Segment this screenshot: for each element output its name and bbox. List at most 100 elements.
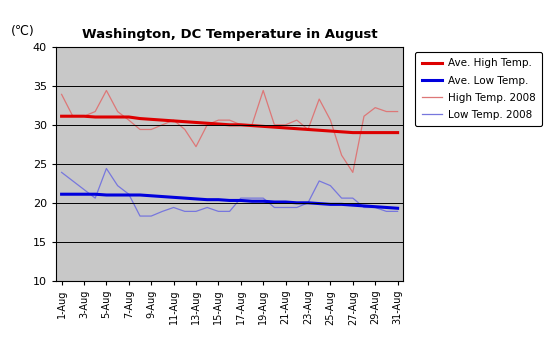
High Temp. 2008 [394, 109, 401, 114]
Ave. High Temp. [193, 120, 199, 125]
High Temp. 2008 [92, 109, 99, 114]
Low Temp. 2008 [372, 205, 379, 210]
Ave. High Temp. [316, 128, 323, 132]
Ave. Low Temp. [159, 194, 166, 199]
Ave. Low Temp. [338, 202, 345, 207]
Legend: Ave. High Temp., Ave. Low Temp., High Temp. 2008, Low Temp. 2008: Ave. High Temp., Ave. Low Temp., High Te… [416, 52, 542, 126]
Ave. Low Temp. [193, 197, 199, 201]
Ave. High Temp. [327, 129, 334, 133]
Ave. High Temp. [58, 114, 65, 118]
High Temp. 2008 [316, 97, 323, 101]
Line: High Temp. 2008: High Temp. 2008 [62, 90, 398, 172]
High Temp. 2008 [249, 123, 255, 127]
Ave. High Temp. [361, 130, 367, 135]
High Temp. 2008 [327, 118, 334, 122]
Low Temp. 2008 [215, 209, 222, 213]
Ave. High Temp. [170, 119, 177, 123]
Low Temp. 2008 [282, 205, 289, 210]
High Temp. 2008 [69, 114, 76, 118]
Ave. Low Temp. [271, 200, 278, 204]
High Temp. 2008 [170, 118, 177, 122]
Ave. Low Temp. [249, 199, 255, 203]
Ave. Low Temp. [103, 193, 110, 197]
High Temp. 2008 [159, 123, 166, 127]
Ave. High Temp. [103, 115, 110, 119]
Ave. Low Temp. [305, 201, 311, 205]
Ave. Low Temp. [92, 192, 99, 196]
Ave. High Temp. [204, 121, 211, 125]
Line: Ave. Low Temp.: Ave. Low Temp. [62, 194, 398, 208]
High Temp. 2008 [293, 118, 300, 122]
Ave. Low Temp. [170, 195, 177, 199]
Ave. Low Temp. [125, 193, 132, 197]
High Temp. 2008 [125, 118, 132, 122]
Ave. High Temp. [293, 126, 300, 131]
High Temp. 2008 [204, 123, 211, 127]
High Temp. 2008 [260, 88, 267, 93]
High Temp. 2008 [103, 88, 110, 93]
High Temp. 2008 [58, 92, 65, 96]
Ave. Low Temp. [148, 194, 155, 198]
Ave. Low Temp. [226, 198, 233, 203]
Ave. High Temp. [114, 115, 121, 119]
High Temp. 2008 [383, 109, 390, 114]
Ave. High Temp. [92, 115, 99, 119]
High Temp. 2008 [282, 123, 289, 127]
Low Temp. 2008 [237, 196, 244, 200]
High Temp. 2008 [305, 127, 311, 132]
Ave. High Temp. [137, 116, 143, 121]
Low Temp. 2008 [316, 179, 323, 183]
High Temp. 2008 [181, 127, 188, 132]
Ave. Low Temp. [204, 198, 211, 202]
High Temp. 2008 [148, 127, 155, 132]
Ave. Low Temp. [137, 193, 143, 197]
Ave. High Temp. [349, 130, 356, 135]
Ave. High Temp. [125, 115, 132, 119]
High Temp. 2008 [372, 105, 379, 110]
Low Temp. 2008 [103, 166, 110, 171]
Ave. High Temp. [69, 114, 76, 118]
Line: Low Temp. 2008: Low Temp. 2008 [62, 168, 398, 216]
Ave. Low Temp. [260, 199, 267, 203]
Low Temp. 2008 [249, 196, 255, 200]
Ave. Low Temp. [316, 201, 323, 206]
Ave. High Temp. [338, 130, 345, 134]
Ave. Low Temp. [394, 206, 401, 210]
Ave. High Temp. [249, 123, 255, 128]
Ave. Low Temp. [181, 196, 188, 200]
Low Temp. 2008 [349, 196, 356, 200]
Low Temp. 2008 [170, 205, 177, 210]
Ave. High Temp. [305, 127, 311, 132]
Low Temp. 2008 [193, 209, 199, 213]
Low Temp. 2008 [271, 205, 278, 210]
Ave. High Temp. [372, 130, 379, 135]
Text: (℃): (℃) [11, 25, 35, 38]
Low Temp. 2008 [81, 187, 87, 192]
Ave. Low Temp. [383, 205, 390, 210]
High Temp. 2008 [193, 144, 199, 149]
Low Temp. 2008 [260, 196, 267, 200]
High Temp. 2008 [237, 123, 244, 127]
Low Temp. 2008 [394, 209, 401, 213]
High Temp. 2008 [81, 114, 87, 118]
Low Temp. 2008 [361, 205, 367, 210]
Ave. High Temp. [148, 117, 155, 122]
Ave. High Temp. [237, 123, 244, 127]
Title: Washington, DC Temperature in August: Washington, DC Temperature in August [82, 28, 377, 41]
Low Temp. 2008 [125, 192, 132, 196]
Ave. High Temp. [260, 124, 267, 129]
Low Temp. 2008 [226, 209, 233, 213]
High Temp. 2008 [271, 123, 278, 127]
Ave. Low Temp. [114, 193, 121, 197]
Low Temp. 2008 [181, 209, 188, 213]
Low Temp. 2008 [58, 170, 65, 175]
Ave. High Temp. [159, 118, 166, 122]
Ave. Low Temp. [58, 192, 65, 196]
Low Temp. 2008 [159, 209, 166, 213]
Ave. Low Temp. [81, 192, 87, 196]
Ave. High Temp. [383, 130, 390, 135]
Ave. Low Temp. [215, 198, 222, 202]
Low Temp. 2008 [327, 184, 334, 188]
Ave. High Temp. [271, 125, 278, 129]
Ave. Low Temp. [282, 200, 289, 204]
